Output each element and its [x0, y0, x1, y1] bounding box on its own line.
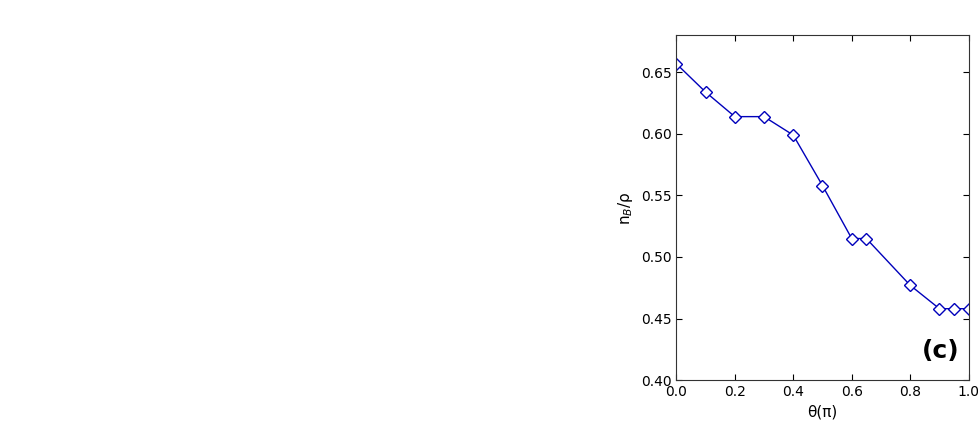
Text: (c): (c) — [921, 339, 958, 363]
X-axis label: θ(π): θ(π) — [807, 404, 837, 419]
Y-axis label: n$_B$/ρ: n$_B$/ρ — [615, 191, 635, 225]
